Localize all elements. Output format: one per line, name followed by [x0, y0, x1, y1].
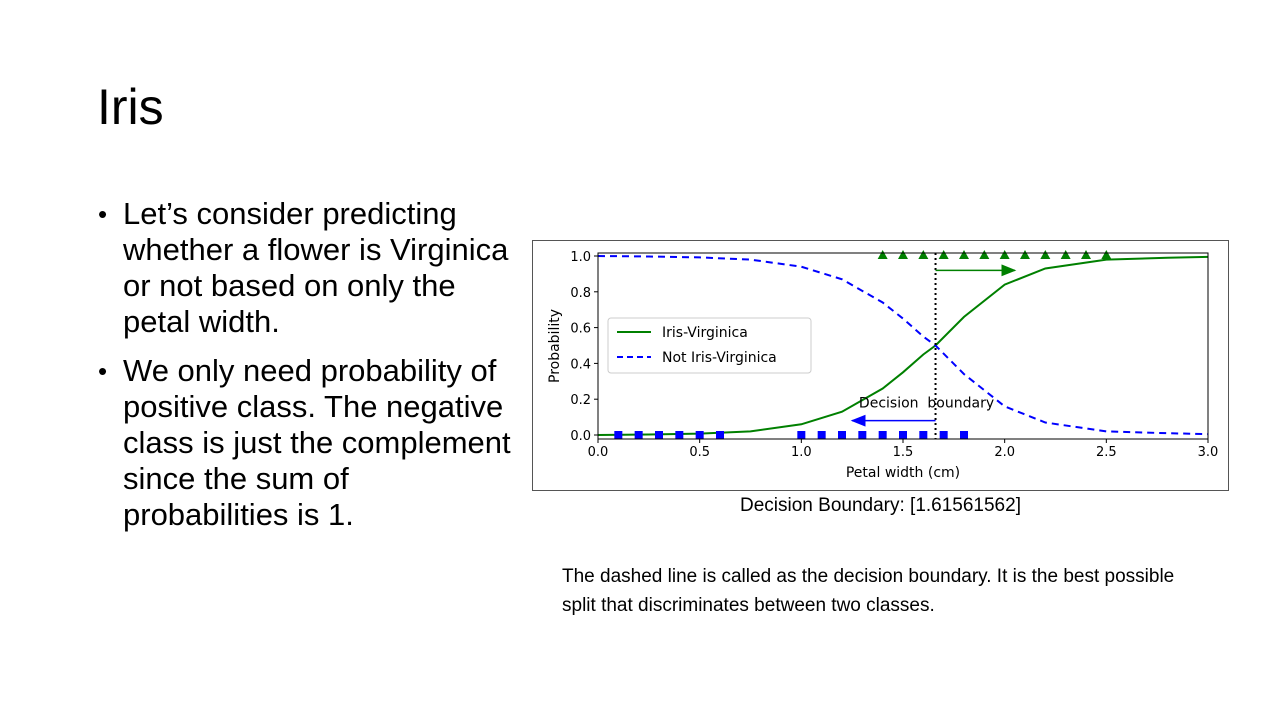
- x-tick-label: 2.5: [1096, 445, 1117, 460]
- bullet-dot: •: [98, 356, 108, 386]
- y-tick-label: 1.0: [570, 250, 591, 265]
- virginica-marker: [877, 250, 888, 259]
- y-tick-label: 0.0: [570, 429, 591, 444]
- x-tick-label: 0.0: [588, 445, 609, 460]
- not-virginica-marker: [899, 431, 907, 439]
- not-virginica-marker: [695, 431, 704, 439]
- virginica-marker: [1081, 250, 1091, 259]
- bullet-item: • We only need probability of positive c…: [98, 353, 518, 533]
- not-virginica-marker: [838, 431, 846, 439]
- y-tick-label: 0.2: [570, 393, 591, 408]
- plot-area-border: [597, 252, 1209, 440]
- bullet-list: • Let’s consider predicting whether a fl…: [98, 196, 518, 546]
- virginica-marker: [1060, 250, 1071, 259]
- legend-box: [607, 317, 812, 374]
- y-tick-label: 0.4: [570, 357, 591, 372]
- x-tick-label: 1.5: [893, 445, 914, 460]
- slide-title: Iris: [97, 79, 164, 135]
- decision-boundary-label: Decision boundary: [859, 395, 994, 411]
- bullet-text: Let’s consider predicting whether a flow…: [123, 196, 509, 339]
- y-tick-label: 0.6: [570, 322, 591, 337]
- legend: Iris-Virginica Not Iris-Virginica: [607, 317, 812, 374]
- chart-figure: 0.0 0.5 1.0 1.5 2.0 2.5 3.0 0.0 0.2 0.4 0.6 0.8 1.0 D…: [532, 240, 1229, 491]
- not-virginica-marker: [675, 431, 684, 439]
- virginica-marker: [1101, 250, 1112, 259]
- not-virginica-marker: [817, 431, 826, 439]
- bullet-text: We only need probability of positive cla…: [123, 353, 511, 532]
- legend-label-not-virginica: Not Iris-Virginica: [662, 350, 777, 366]
- series-line-not-virginica: [597, 255, 1209, 436]
- y-tick-label: 0.8: [570, 286, 591, 301]
- y-axis-label: Probability: [547, 309, 563, 383]
- not-virginica-marker: [797, 431, 806, 439]
- virginica-marker: [898, 250, 908, 259]
- not-virginica-marker: [939, 431, 948, 439]
- series-line-virginica: [597, 255, 1209, 436]
- virginica-marker: [979, 250, 990, 259]
- x-tick-label: 0.5: [689, 445, 710, 460]
- x-tick-label: 3.0: [1198, 445, 1219, 460]
- x-axis-label: Petal width (cm): [846, 465, 960, 481]
- virginica-marker: [1020, 250, 1030, 259]
- virginica-marker: [918, 250, 929, 259]
- virginica-marker: [959, 250, 969, 259]
- virginica-marker: [938, 250, 949, 259]
- not-virginica-marker: [716, 431, 724, 439]
- probability-chart: 0.0 0.5 1.0 1.5 2.0 2.5 3.0 0.0 0.2 0.4 0.6 0.8 1.0 D…: [547, 250, 1219, 481]
- not-virginica-marker: [960, 431, 968, 439]
- chart-caption: Decision Boundary: [1.61561562]: [740, 495, 1021, 516]
- not-virginica-marker: [655, 431, 663, 439]
- x-tick-label: 2.0: [994, 445, 1015, 460]
- not-virginica-marker: [614, 431, 623, 439]
- explanation-note: The dashed line is called as the decisio…: [562, 566, 1175, 616]
- not-virginica-marker: [878, 431, 887, 439]
- legend-label-virginica: Iris-Virginica: [662, 325, 748, 341]
- not-virginica-marker: [919, 431, 928, 439]
- bullet-item: • Let’s consider predicting whether a fl…: [98, 196, 518, 340]
- virginica-marker: [999, 250, 1010, 259]
- not-virginica-marker: [858, 431, 867, 439]
- x-tick-label: 1.0: [791, 445, 812, 460]
- bullet-dot: •: [98, 199, 108, 229]
- virginica-marker: [1040, 250, 1051, 259]
- not-virginica-marker: [634, 431, 643, 439]
